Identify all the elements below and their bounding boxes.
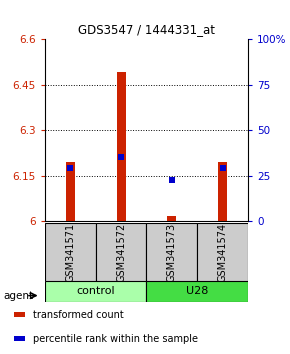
Bar bbox=[45, 281, 146, 302]
Bar bbox=[45, 223, 96, 281]
Text: control: control bbox=[76, 286, 115, 296]
Bar bbox=[218, 162, 227, 221]
Bar bbox=[66, 162, 75, 221]
Text: agent: agent bbox=[3, 291, 33, 301]
Text: GSM341571: GSM341571 bbox=[65, 223, 75, 282]
Bar bbox=[167, 216, 176, 221]
Text: GSM341573: GSM341573 bbox=[167, 223, 177, 282]
Text: percentile rank within the sample: percentile rank within the sample bbox=[33, 334, 198, 344]
Text: GSM341574: GSM341574 bbox=[218, 223, 228, 282]
Text: transformed count: transformed count bbox=[33, 310, 124, 320]
Title: GDS3547 / 1444331_at: GDS3547 / 1444331_at bbox=[78, 23, 215, 36]
Bar bbox=[197, 223, 248, 281]
Bar bbox=[117, 72, 126, 221]
Bar bbox=[14, 313, 25, 317]
Bar bbox=[146, 281, 248, 302]
Bar bbox=[14, 336, 25, 341]
Text: U28: U28 bbox=[186, 286, 209, 296]
Text: GSM341572: GSM341572 bbox=[116, 223, 126, 282]
Bar bbox=[96, 223, 146, 281]
Bar bbox=[146, 223, 197, 281]
